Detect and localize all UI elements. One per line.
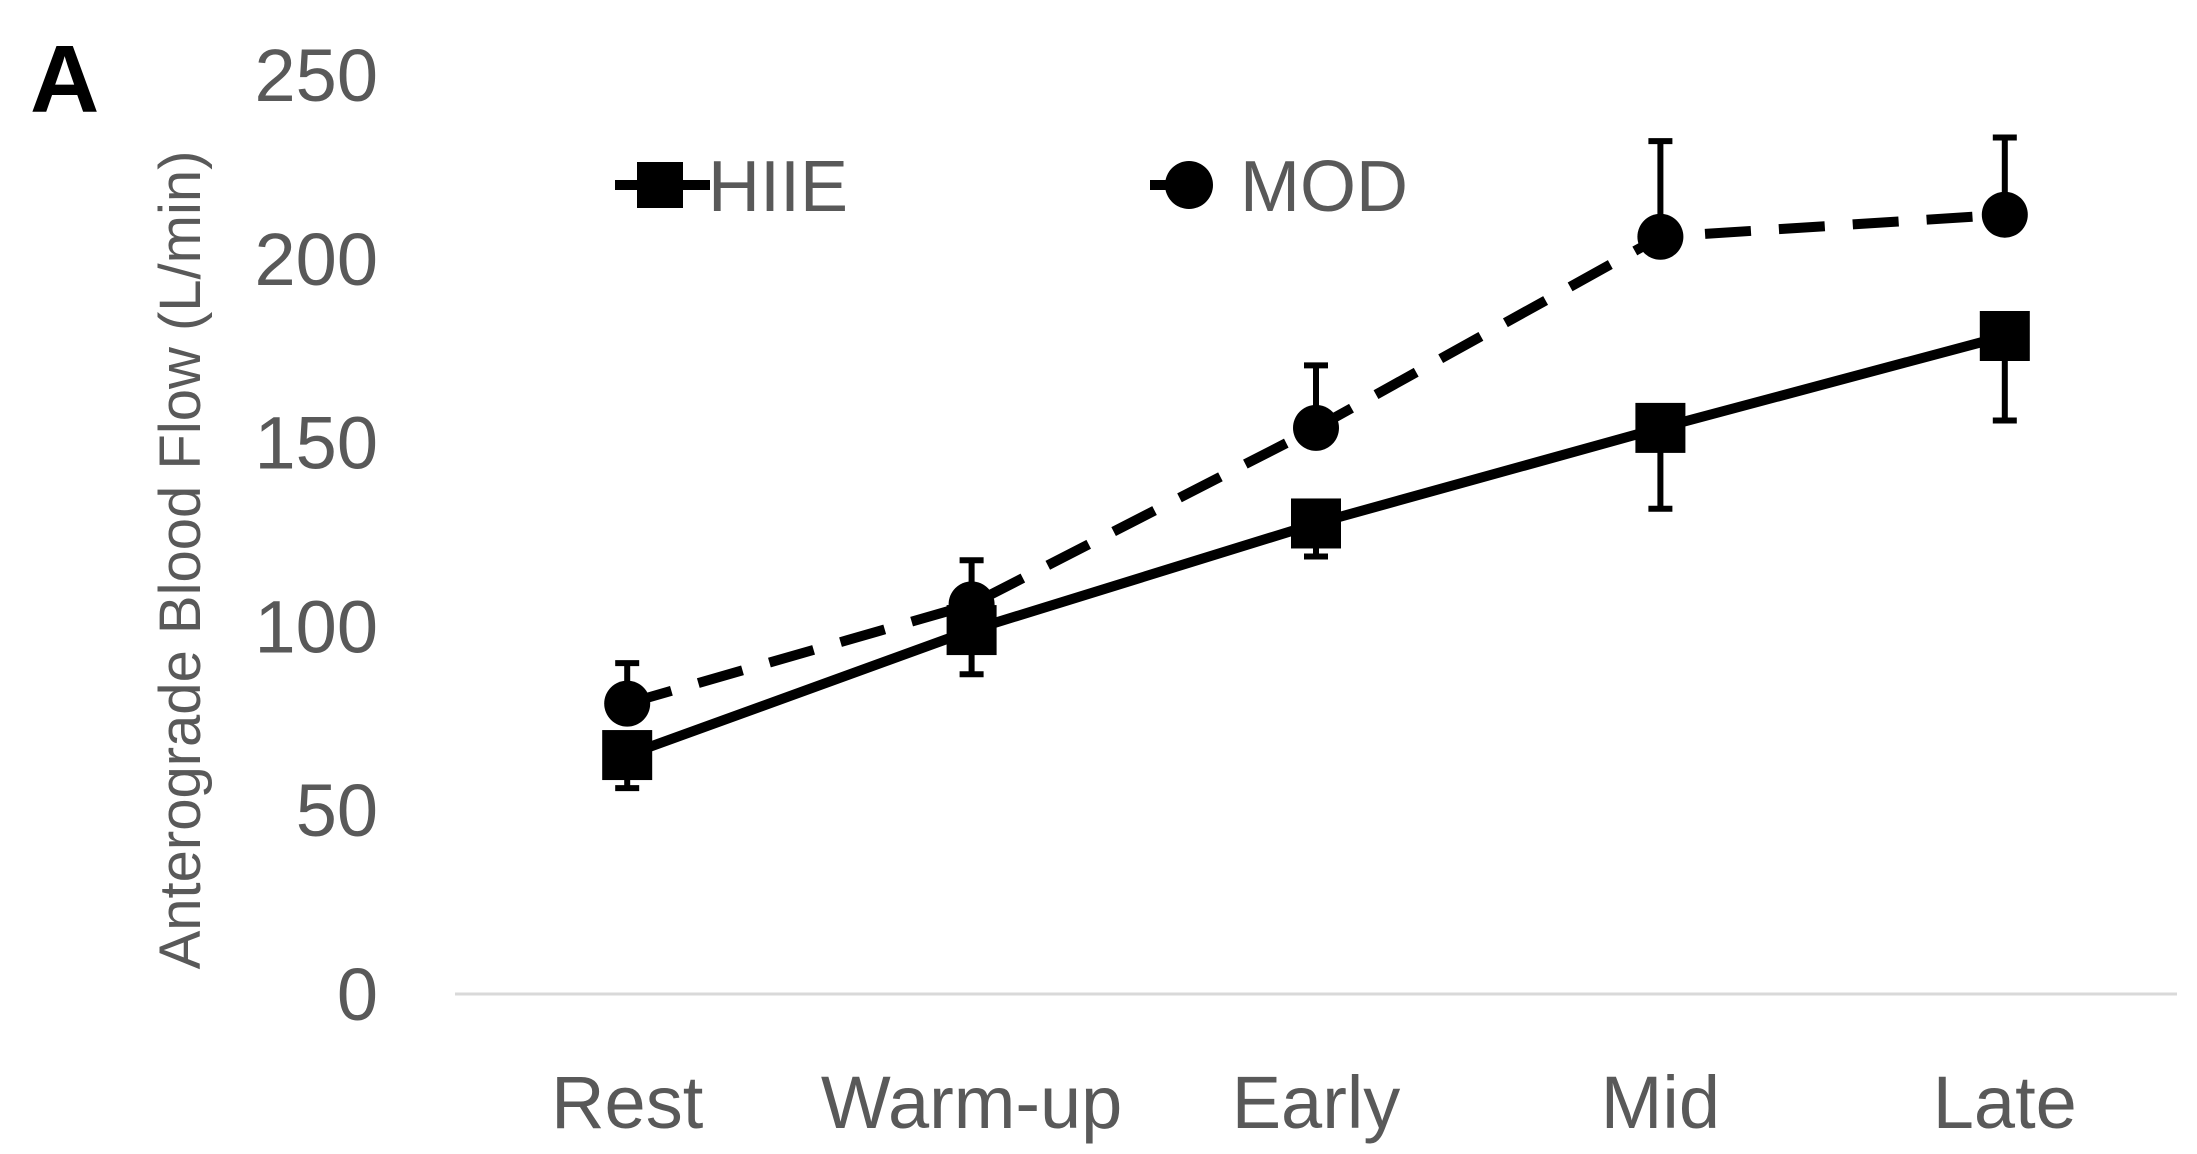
data-point-square	[602, 730, 653, 781]
panel-label: A	[30, 26, 99, 133]
legend-mod-label: MOD	[1240, 147, 1408, 227]
data-point-circle	[1637, 213, 1684, 260]
series-layer	[602, 134, 2030, 792]
series-line-mod	[625, 209, 2006, 709]
data-point-square	[1979, 310, 2030, 361]
y-tick-label: 0	[337, 953, 378, 1036]
y-tick-labels: 0 50 100 150 200 250	[255, 34, 378, 1036]
legend: HIIE MOD	[615, 147, 1408, 227]
y-tick-label: 100	[255, 585, 378, 668]
y-tick-label: 200	[255, 218, 378, 301]
data-point-circle	[1981, 191, 2028, 238]
x-tick-label: Warm-up	[821, 1061, 1123, 1144]
series-hiie	[602, 310, 2030, 792]
x-tick-label: Late	[1933, 1061, 2077, 1144]
legend-hiie-label: HIIE	[708, 147, 848, 227]
legend-mod-circle-icon	[1165, 161, 1213, 209]
x-tick-label: Rest	[551, 1061, 704, 1144]
data-point-square	[1635, 402, 1686, 453]
data-point-circle	[604, 680, 651, 727]
series-mod	[604, 134, 2028, 727]
x-tick-labels: Rest Warm-up Early Mid Late	[551, 1061, 2077, 1144]
data-point-square	[1291, 498, 1341, 549]
x-tick-label: Mid	[1601, 1061, 1720, 1144]
y-axis-label: Anterograde Blood Flow (L/min)	[148, 151, 213, 970]
y-tick-label: 150	[255, 402, 378, 485]
legend-item-mod: MOD	[1150, 147, 1408, 227]
data-point-circle	[1293, 404, 1339, 451]
y-tick-label: 250	[255, 34, 378, 117]
y-tick-label: 50	[296, 769, 378, 852]
x-tick-label: Early	[1232, 1061, 1401, 1144]
legend-hiie-square-icon	[637, 162, 683, 208]
legend-item-hiie: HIIE	[615, 147, 848, 227]
data-point-circle	[948, 581, 995, 628]
